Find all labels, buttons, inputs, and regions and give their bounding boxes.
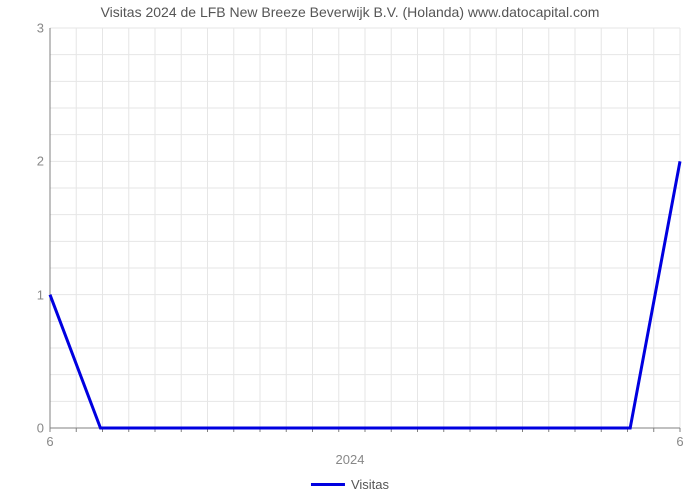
- legend: Visitas: [311, 477, 389, 492]
- chart-container: Visitas 2024 de LFB New Breeze Beverwijk…: [0, 0, 700, 500]
- y-tick-label: 0: [28, 421, 44, 436]
- x-tick-label: 6: [46, 434, 53, 449]
- y-tick-label: 3: [28, 21, 44, 36]
- chart-title: Visitas 2024 de LFB New Breeze Beverwijk…: [0, 4, 700, 20]
- x-tick-label: 6: [676, 434, 683, 449]
- legend-label: Visitas: [351, 477, 389, 492]
- legend-swatch: [311, 483, 345, 486]
- y-tick-label: 2: [28, 154, 44, 169]
- y-tick-label: 1: [28, 287, 44, 302]
- chart-plot: [50, 28, 680, 434]
- x-axis-title: 2024: [0, 452, 700, 467]
